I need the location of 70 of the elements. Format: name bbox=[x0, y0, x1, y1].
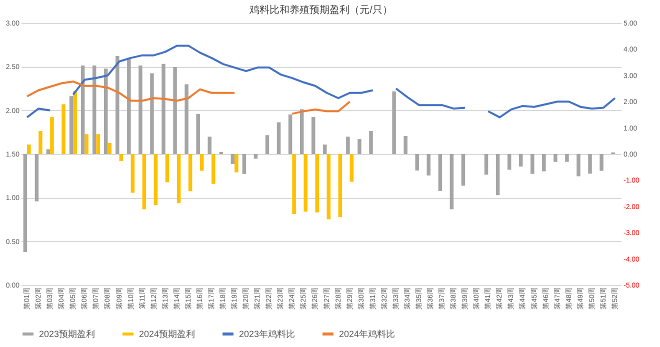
bar bbox=[234, 154, 238, 172]
bar bbox=[565, 154, 569, 162]
bar bbox=[23, 154, 28, 252]
bar bbox=[208, 136, 212, 154]
bar bbox=[73, 90, 77, 154]
bar bbox=[588, 154, 592, 174]
bar bbox=[507, 154, 512, 170]
bar bbox=[404, 136, 408, 154]
bar bbox=[415, 154, 419, 171]
legend-label: 2024预期盈利 bbox=[139, 329, 196, 339]
bar bbox=[184, 84, 188, 154]
bar bbox=[338, 154, 342, 218]
bar bbox=[300, 109, 304, 154]
legend-label: 2023预期盈利 bbox=[39, 329, 96, 339]
bar bbox=[518, 154, 523, 167]
bar bbox=[62, 104, 66, 154]
bar bbox=[130, 154, 135, 193]
bar bbox=[358, 139, 362, 154]
bar bbox=[576, 154, 580, 176]
bar bbox=[162, 64, 166, 154]
bar bbox=[188, 154, 192, 192]
bar bbox=[211, 154, 216, 184]
bar bbox=[292, 154, 296, 214]
bar bbox=[200, 154, 204, 171]
bar bbox=[542, 154, 546, 172]
bar bbox=[84, 134, 88, 154]
bar bbox=[288, 114, 292, 154]
bar bbox=[450, 154, 454, 210]
bar bbox=[50, 117, 54, 154]
bar bbox=[326, 154, 331, 220]
bar bbox=[138, 65, 142, 154]
bar bbox=[496, 154, 500, 196]
bar bbox=[530, 154, 534, 174]
bar bbox=[150, 73, 154, 154]
bar bbox=[426, 154, 431, 176]
bar bbox=[38, 130, 42, 154]
bar bbox=[196, 114, 200, 154]
bar bbox=[176, 154, 181, 203]
bar bbox=[116, 56, 120, 154]
bar bbox=[311, 117, 316, 154]
bar bbox=[438, 154, 442, 191]
bar bbox=[304, 154, 308, 212]
bar bbox=[265, 135, 270, 154]
bar bbox=[230, 154, 235, 164]
bar bbox=[323, 144, 327, 154]
bar bbox=[173, 67, 177, 154]
bar bbox=[276, 122, 281, 154]
bar bbox=[242, 154, 246, 174]
bar bbox=[461, 154, 466, 186]
bar bbox=[392, 91, 396, 154]
legend-label: 2023年鸡料比 bbox=[239, 329, 296, 339]
bar bbox=[484, 154, 488, 175]
bar bbox=[165, 154, 170, 182]
bar bbox=[369, 130, 373, 154]
bar bbox=[96, 134, 100, 154]
bar bbox=[350, 154, 354, 182]
chart-title: 鸡料比和养殖预期盈利（元/只） bbox=[248, 4, 392, 16]
bar bbox=[142, 154, 146, 210]
bar bbox=[34, 154, 39, 202]
bar bbox=[108, 142, 112, 154]
bar bbox=[127, 59, 131, 154]
bar bbox=[27, 144, 31, 154]
bar bbox=[554, 154, 558, 162]
bar bbox=[154, 154, 158, 206]
bar bbox=[69, 96, 74, 154]
bar bbox=[315, 154, 319, 212]
bar bbox=[600, 154, 604, 171]
bar bbox=[346, 136, 350, 154]
legend-label: 2024年鸡料比 bbox=[339, 329, 396, 339]
bar bbox=[119, 154, 124, 162]
